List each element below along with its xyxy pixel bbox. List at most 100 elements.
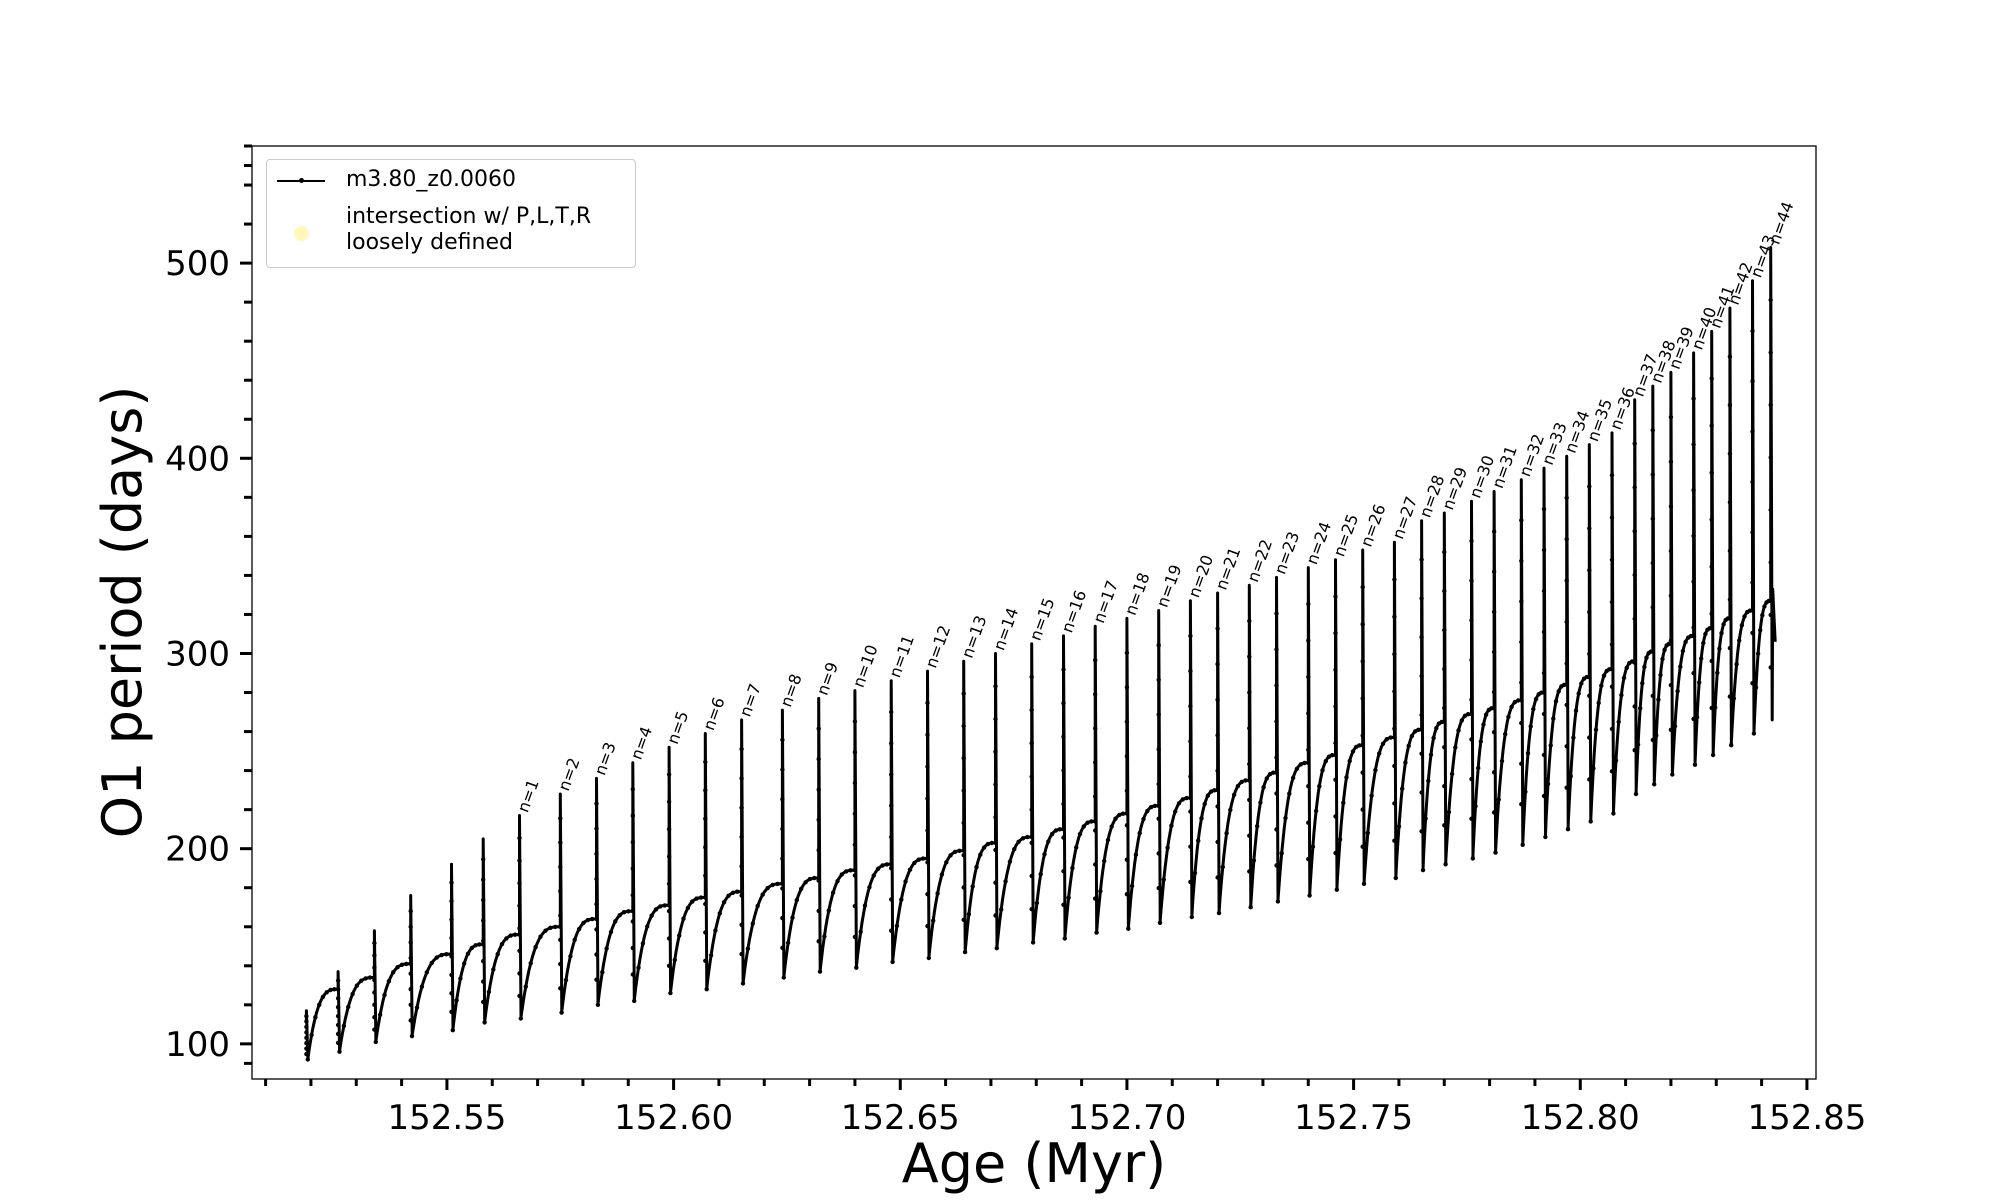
pulse-label: n=19 bbox=[1153, 562, 1186, 610]
data-point bbox=[517, 932, 522, 937]
data-point bbox=[961, 853, 966, 858]
data-point bbox=[558, 864, 563, 870]
data-point bbox=[1668, 459, 1674, 464]
data-point bbox=[1509, 704, 1514, 710]
data-point bbox=[363, 976, 368, 981]
data-point bbox=[1635, 742, 1641, 747]
data-point bbox=[666, 772, 672, 777]
data-point bbox=[1105, 837, 1111, 843]
data-point bbox=[1426, 778, 1431, 784]
data-point bbox=[1029, 840, 1034, 845]
data-point bbox=[1719, 631, 1724, 636]
data-point bbox=[1449, 771, 1455, 777]
data-point bbox=[1188, 809, 1193, 814]
pulse-label: n=15 bbox=[1026, 595, 1059, 643]
data-point bbox=[1442, 719, 1447, 724]
data-point bbox=[1640, 681, 1645, 686]
x-tick-label: 152.85 bbox=[1747, 1098, 1866, 1138]
data-point bbox=[1003, 879, 1008, 884]
data-point bbox=[1710, 752, 1716, 758]
data-point bbox=[367, 975, 373, 980]
data-point bbox=[1124, 811, 1130, 816]
data-point bbox=[1691, 625, 1696, 630]
data-point bbox=[528, 961, 533, 966]
data-point bbox=[1750, 530, 1755, 535]
data-point bbox=[1360, 696, 1365, 701]
data-point bbox=[1188, 774, 1193, 779]
data-point bbox=[852, 867, 858, 873]
data-point bbox=[449, 899, 454, 904]
data-point bbox=[408, 955, 413, 961]
data-point bbox=[1396, 824, 1402, 829]
data-point bbox=[1691, 396, 1696, 401]
data-point bbox=[1208, 789, 1214, 794]
data-point bbox=[594, 826, 599, 831]
data-point bbox=[313, 1015, 318, 1020]
data-point bbox=[925, 732, 930, 737]
data-point bbox=[817, 969, 823, 974]
data-point bbox=[735, 889, 740, 894]
data-point bbox=[1491, 810, 1497, 815]
data-point bbox=[304, 1030, 309, 1035]
data-point bbox=[1070, 865, 1075, 871]
data-point bbox=[1360, 807, 1365, 812]
data-point bbox=[1109, 824, 1114, 829]
data-point bbox=[1420, 867, 1426, 873]
data-point bbox=[649, 913, 654, 918]
data-point bbox=[1188, 668, 1193, 674]
data-point bbox=[717, 911, 722, 916]
data-point bbox=[409, 1033, 415, 1039]
data-point bbox=[780, 945, 785, 950]
data-point bbox=[1519, 558, 1524, 564]
data-point bbox=[1333, 740, 1338, 746]
data-point bbox=[632, 998, 637, 1004]
data-point bbox=[826, 908, 831, 913]
data-point bbox=[1333, 752, 1338, 758]
data-point bbox=[1750, 580, 1755, 585]
data-point bbox=[1727, 548, 1733, 554]
data-point bbox=[1224, 831, 1229, 836]
data-point bbox=[721, 900, 727, 905]
data-point bbox=[1493, 850, 1498, 855]
data-point bbox=[780, 737, 785, 742]
data-point bbox=[1247, 797, 1252, 803]
data-point bbox=[1117, 812, 1122, 818]
data-point bbox=[538, 934, 543, 939]
data-point bbox=[760, 892, 765, 897]
data-point bbox=[1365, 830, 1371, 836]
data-point bbox=[1066, 895, 1071, 900]
data-point bbox=[1156, 712, 1161, 717]
data-point bbox=[1531, 706, 1536, 712]
data-point bbox=[1727, 403, 1733, 408]
data-point bbox=[1491, 705, 1497, 711]
data-point bbox=[1564, 578, 1569, 583]
data-point bbox=[304, 1041, 309, 1046]
data-point bbox=[1419, 673, 1424, 679]
data-point bbox=[359, 978, 364, 983]
data-point bbox=[1038, 872, 1043, 877]
data-point bbox=[408, 908, 413, 914]
data-point bbox=[444, 952, 449, 957]
data-point bbox=[372, 1002, 377, 1007]
data-point bbox=[993, 684, 998, 689]
data-point bbox=[666, 908, 672, 914]
data-point bbox=[1419, 829, 1424, 834]
data-point bbox=[517, 835, 522, 841]
data-point bbox=[1423, 816, 1428, 821]
data-point bbox=[1668, 593, 1674, 598]
data-point bbox=[1548, 743, 1553, 748]
data-point bbox=[1392, 763, 1397, 769]
data-point bbox=[1568, 774, 1573, 779]
data-point bbox=[1564, 744, 1569, 749]
data-point bbox=[1247, 778, 1252, 783]
data-point bbox=[377, 1012, 383, 1017]
data-point bbox=[1587, 568, 1592, 573]
data-point bbox=[419, 984, 425, 989]
data-point bbox=[1029, 741, 1034, 746]
data-point bbox=[1496, 797, 1501, 802]
data-point bbox=[1593, 727, 1599, 732]
data-point bbox=[1469, 816, 1474, 821]
data-point bbox=[585, 917, 590, 923]
data-point bbox=[1515, 698, 1521, 703]
